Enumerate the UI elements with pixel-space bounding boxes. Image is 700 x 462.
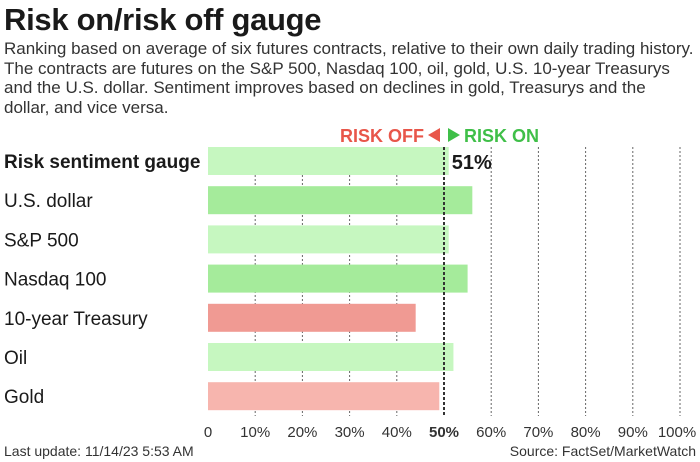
category-label: Risk sentiment gauge bbox=[4, 152, 200, 173]
bar bbox=[208, 147, 449, 175]
category-label: 10-year Treasury bbox=[4, 309, 148, 330]
category-label: Gold bbox=[4, 387, 44, 408]
category-label: U.S. dollar bbox=[4, 191, 93, 212]
last-update-label: Last update: 11/14/23 5:53 AM bbox=[4, 443, 194, 459]
x-tick-label: 70% bbox=[523, 424, 553, 441]
bar bbox=[208, 186, 473, 215]
bar bbox=[208, 303, 416, 332]
risk-off-label: RISK OFF bbox=[340, 126, 424, 146]
x-tick-label: 0 bbox=[204, 424, 212, 441]
risk-on-label: RISK ON bbox=[464, 126, 539, 146]
category-label: Nasdaq 100 bbox=[4, 270, 106, 291]
x-tick-label: 60% bbox=[476, 424, 506, 441]
risk-on-arrow-icon bbox=[448, 128, 460, 142]
bar bbox=[208, 264, 468, 293]
chart-subtitle: Ranking based on average of six futures … bbox=[4, 39, 694, 117]
category-label: S&P 500 bbox=[4, 230, 79, 251]
bar bbox=[208, 225, 449, 254]
x-tick-label: 100% bbox=[658, 424, 696, 441]
x-tick-label: 40% bbox=[382, 424, 412, 441]
category-label: Oil bbox=[4, 348, 27, 369]
x-tick-label: 30% bbox=[335, 424, 365, 441]
x-tick-label: 90% bbox=[618, 424, 648, 441]
gauge-value-label: 51% bbox=[452, 152, 492, 174]
x-tick-label: 80% bbox=[571, 424, 601, 441]
risk-off-arrow-icon bbox=[428, 128, 440, 142]
x-tick-label: 10% bbox=[240, 424, 270, 441]
page-title: Risk on/risk off gauge bbox=[4, 2, 322, 37]
x-tick-label: 50% bbox=[429, 424, 459, 441]
bar bbox=[208, 382, 440, 411]
x-tick-label: 20% bbox=[287, 424, 317, 441]
source-label: Source: FactSet/MarketWatch bbox=[509, 443, 696, 459]
bar bbox=[208, 343, 454, 371]
